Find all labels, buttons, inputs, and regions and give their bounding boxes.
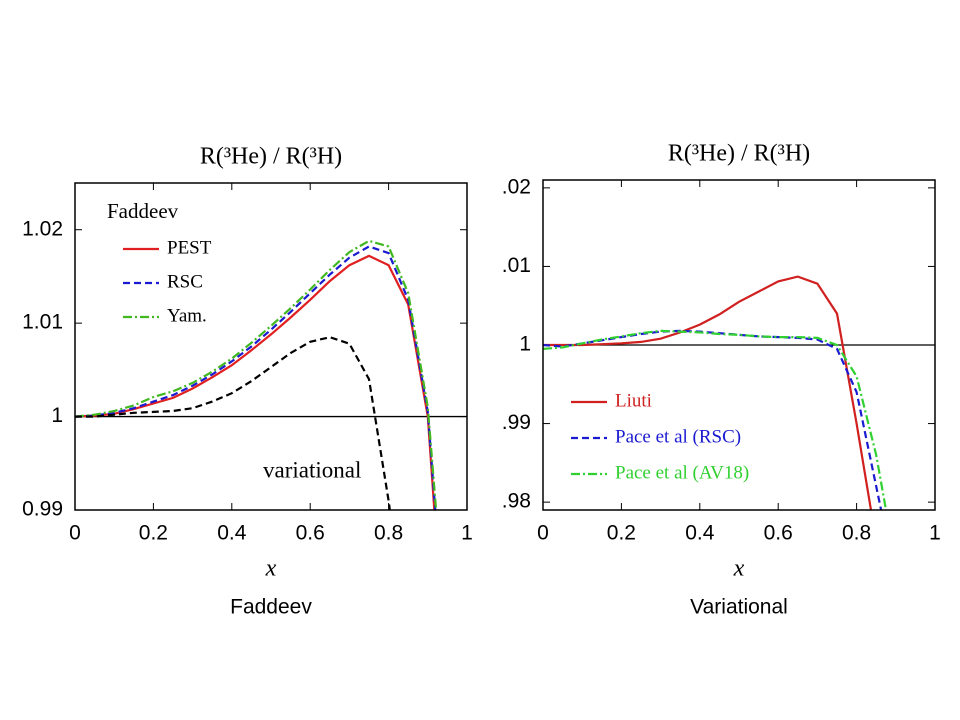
- x-axis-label: x: [733, 556, 745, 582]
- caption: Faddeev: [230, 596, 312, 619]
- series-line: [75, 239, 438, 510]
- y-tick-label: 1: [51, 404, 63, 427]
- y-tick-label: .99: [502, 411, 531, 434]
- plot-area: [75, 239, 467, 510]
- legend-label: PEST: [167, 237, 212, 258]
- chart-title: R(³He) / R(³H): [200, 144, 342, 170]
- series-line: [75, 336, 391, 510]
- y-tick-label: .98: [502, 490, 531, 513]
- x-tick-label: 0.2: [607, 522, 636, 545]
- legend-label: Pace et al (RSC): [615, 426, 741, 447]
- y-tick-label: 1.01: [22, 311, 63, 334]
- x-tick-label: 0: [537, 522, 549, 545]
- x-tick-label: 0.2: [139, 522, 168, 545]
- series-line: [543, 275, 873, 510]
- y-tick-label: 0.99: [22, 498, 63, 521]
- x-axis-label: x: [265, 556, 277, 582]
- legend-label: Liuti: [615, 390, 652, 411]
- x-tick-label: 0.8: [842, 522, 871, 545]
- x-tick-label: 0.6: [296, 522, 325, 545]
- annotation: variational: [263, 457, 361, 482]
- plot-area: [543, 275, 935, 510]
- x-tick-label: 1: [929, 522, 941, 545]
- series-line: [543, 329, 888, 510]
- y-tick-label: .02: [502, 175, 531, 198]
- plot-frame: [542, 179, 936, 511]
- x-tick-label: 0.6: [764, 522, 793, 545]
- legend-label: RSC: [167, 271, 203, 292]
- chart-title: R(³He) / R(³H): [668, 141, 810, 167]
- y-tick-label: 1.02: [22, 217, 63, 240]
- plot-frame: [74, 182, 468, 511]
- x-tick-label: 0.4: [217, 522, 247, 545]
- x-tick-label: 0.8: [374, 522, 403, 545]
- y-tick-label: .01: [502, 254, 531, 277]
- x-tick-label: 0: [69, 522, 81, 545]
- legend-label: Yam.: [167, 305, 207, 326]
- x-tick-label: 1: [461, 522, 473, 545]
- y-tick-label: 1: [519, 333, 531, 356]
- legend-title: Faddeev: [107, 199, 179, 223]
- x-tick-label: 0.4: [685, 522, 715, 545]
- series-line: [75, 245, 437, 510]
- caption: Variational: [690, 596, 788, 619]
- legend-label: Pace et al (AV18): [615, 462, 749, 483]
- series-line: [75, 254, 436, 510]
